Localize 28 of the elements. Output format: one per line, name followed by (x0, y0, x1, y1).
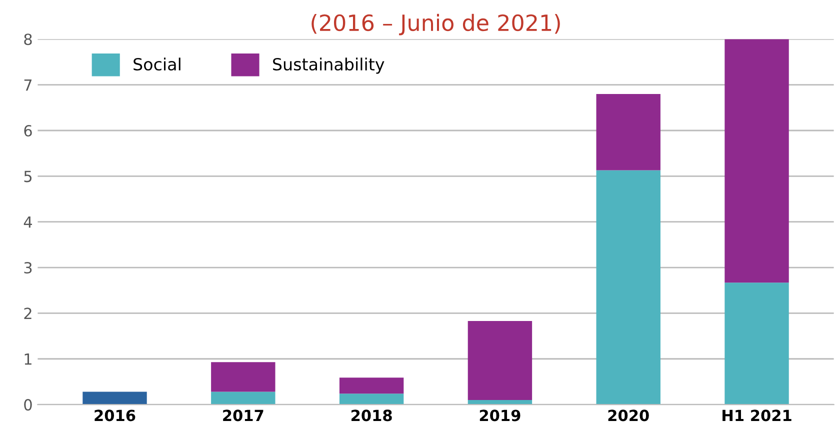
bar (82, 392, 147, 405)
bar (724, 282, 789, 405)
y-tick-label: 7 (24, 79, 32, 91)
y-tick-label: 1 (24, 354, 32, 365)
bar (339, 394, 404, 405)
x-tick-label: 2020 (608, 410, 649, 422)
y-tick-label: 2 (24, 308, 32, 320)
y-tick-label: 3 (24, 262, 32, 274)
bar (211, 392, 276, 405)
x-tick-label: 2016 (94, 410, 136, 422)
bar (596, 94, 660, 170)
y-tick-label: 6 (24, 124, 32, 137)
y-tick-label: 5 (24, 170, 32, 182)
bar (596, 170, 660, 405)
bar (211, 362, 276, 392)
legend-label: Social (134, 58, 180, 71)
y-tick-label: 8 (24, 34, 32, 46)
x-tick-label: H1 2021 (722, 410, 792, 422)
chart-title: (2016 – Junio de 2021) (312, 14, 560, 36)
legend-label: Sustainability (273, 58, 384, 74)
bar (724, 39, 789, 283)
bar (339, 378, 404, 394)
bar (468, 320, 532, 400)
x-tick-label: 2019 (480, 410, 520, 422)
x-tick-label: 2018 (352, 410, 392, 422)
y-tick-label: 4 (24, 216, 32, 228)
x-tick-label: 2017 (223, 410, 264, 422)
y-tick-label: 0 (24, 399, 32, 411)
